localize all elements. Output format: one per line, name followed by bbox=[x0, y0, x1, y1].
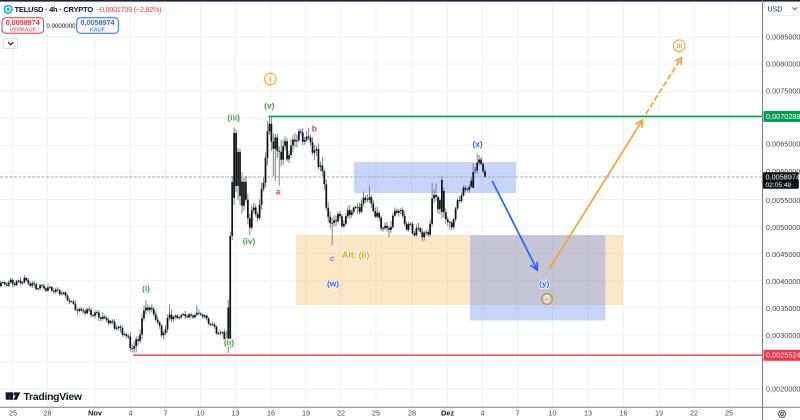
svg-text:Nov: Nov bbox=[88, 409, 103, 418]
svg-text:0,0025524: 0,0025524 bbox=[766, 351, 800, 360]
svg-text:0,0085000: 0,0085000 bbox=[766, 32, 800, 41]
svg-text:7: 7 bbox=[163, 409, 167, 418]
svg-text:02:05:49: 02:05:49 bbox=[766, 182, 792, 189]
svg-text:iii: iii bbox=[676, 43, 682, 50]
svg-text:13: 13 bbox=[584, 409, 592, 418]
svg-text:7: 7 bbox=[515, 409, 519, 418]
svg-text:0,0065000: 0,0065000 bbox=[766, 140, 800, 149]
svg-text:(i): (i) bbox=[142, 284, 150, 294]
svg-text:0,0035000: 0,0035000 bbox=[766, 304, 800, 313]
svg-text:19: 19 bbox=[655, 409, 663, 418]
svg-text:28: 28 bbox=[408, 409, 416, 418]
svg-text:25: 25 bbox=[9, 409, 17, 418]
svg-text:4: 4 bbox=[480, 409, 484, 418]
svg-text:0,0045000: 0,0045000 bbox=[766, 250, 800, 259]
svg-text:Alt. (ii): Alt. (ii) bbox=[342, 250, 369, 260]
svg-text:0,0050000: 0,0050000 bbox=[766, 223, 800, 232]
svg-text:16: 16 bbox=[619, 409, 627, 418]
svg-text:0,0058974: 0,0058974 bbox=[81, 18, 115, 27]
svg-text:0,0080000: 0,0080000 bbox=[766, 60, 800, 69]
svg-text:USD: USD bbox=[768, 7, 783, 14]
svg-text:25: 25 bbox=[725, 409, 733, 418]
svg-text:TradingView: TradingView bbox=[24, 392, 83, 403]
svg-text:16: 16 bbox=[267, 409, 275, 418]
svg-text:(iii): (iii) bbox=[227, 113, 240, 123]
svg-text:KAUF: KAUF bbox=[90, 28, 106, 34]
svg-text:(w): (w) bbox=[327, 279, 339, 289]
svg-text:28: 28 bbox=[43, 409, 51, 418]
svg-text:(x): (x) bbox=[472, 139, 482, 149]
svg-text:13: 13 bbox=[231, 409, 239, 418]
svg-text:0,0058974: 0,0058974 bbox=[6, 18, 40, 27]
svg-text:(ii): (ii) bbox=[224, 338, 234, 348]
svg-text:0,0060000: 0,0060000 bbox=[766, 167, 800, 176]
svg-text:(iv): (iv) bbox=[243, 236, 256, 246]
svg-text:ii: ii bbox=[545, 297, 549, 304]
svg-text:0,0070288: 0,0070288 bbox=[766, 112, 800, 121]
svg-text:c: c bbox=[330, 253, 335, 263]
svg-text:0,0000000: 0,0000000 bbox=[46, 23, 76, 30]
svg-text:i: i bbox=[269, 77, 271, 84]
svg-text:b: b bbox=[312, 124, 317, 134]
svg-text:0,0040000: 0,0040000 bbox=[766, 277, 800, 286]
svg-text:(y): (y) bbox=[539, 279, 549, 289]
svg-text:0,0030000: 0,0030000 bbox=[766, 331, 800, 340]
svg-text:−0,0001709 (−2,82%): −0,0001709 (−2,82%) bbox=[96, 5, 161, 14]
svg-text:19: 19 bbox=[302, 409, 310, 418]
svg-text:Dez: Dez bbox=[441, 409, 454, 418]
svg-text:4: 4 bbox=[128, 409, 132, 418]
svg-text:0,0058974: 0,0058974 bbox=[766, 173, 800, 182]
svg-text:10: 10 bbox=[196, 409, 204, 418]
svg-text:0,0055000: 0,0055000 bbox=[766, 196, 800, 205]
svg-text:TELUSD · 4h · CRYPTO: TELUSD · 4h · CRYPTO bbox=[15, 5, 94, 14]
svg-text:22: 22 bbox=[690, 409, 698, 418]
svg-text:25: 25 bbox=[372, 409, 380, 418]
svg-text:a: a bbox=[276, 187, 281, 197]
svg-text:VERKAUF: VERKAUF bbox=[9, 28, 36, 34]
svg-text:0,0020000: 0,0020000 bbox=[766, 384, 800, 393]
svg-text:22: 22 bbox=[337, 409, 345, 418]
svg-text:(v): (v) bbox=[264, 101, 274, 111]
svg-text:10: 10 bbox=[548, 409, 556, 418]
svg-text:0,0075000: 0,0075000 bbox=[766, 87, 800, 96]
